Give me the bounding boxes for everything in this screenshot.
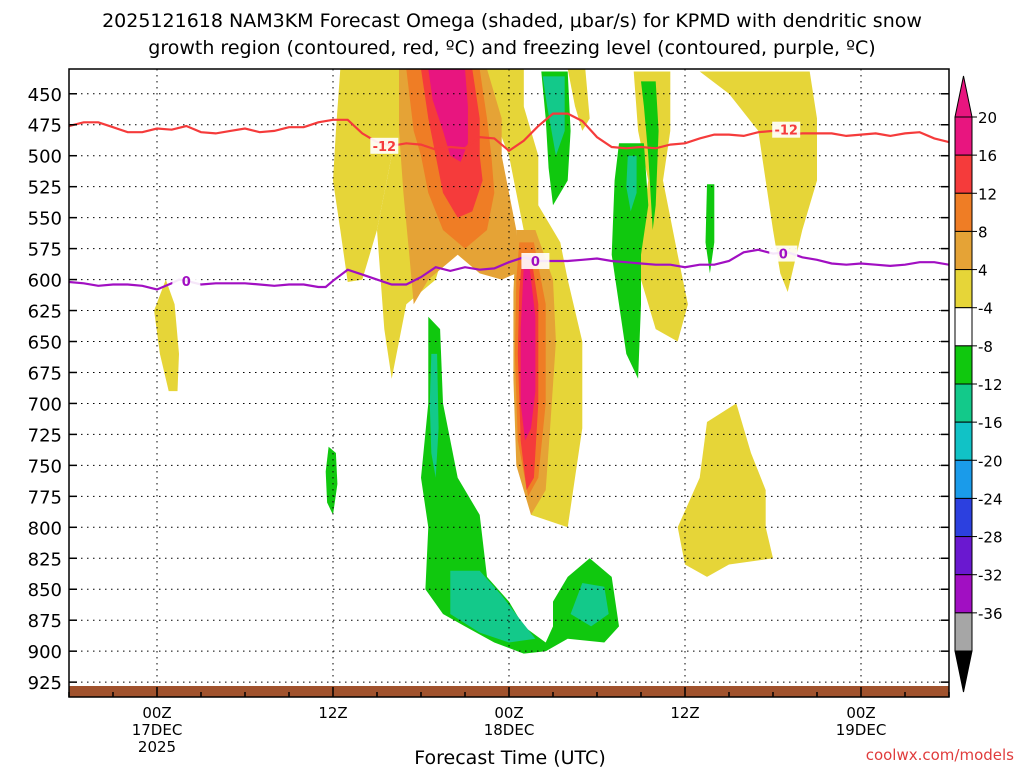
colorbar-label-10: -24 xyxy=(978,490,1003,508)
y-tick-label-900: 900 xyxy=(28,642,62,663)
omega-shading xyxy=(154,69,817,654)
omega-region-2 xyxy=(487,69,524,144)
colorbar-label-13: -36 xyxy=(978,605,1003,623)
contour-label-1-0: 0 xyxy=(182,275,191,290)
omega-region-24 xyxy=(450,570,536,643)
y-tick-label-725: 725 xyxy=(28,425,62,446)
y-tick-label-700: 700 xyxy=(28,394,62,415)
colorbar-label-3: 8 xyxy=(978,223,988,241)
colorbar-band-3 xyxy=(954,230,973,271)
colorbar-label-5: -4 xyxy=(978,300,993,318)
colorbar-label-9: -20 xyxy=(978,452,1003,470)
x-tick-label-4-1: 19DEC xyxy=(836,721,887,739)
colorbar-label-2: 12 xyxy=(978,185,997,203)
omega-region-19 xyxy=(705,184,715,274)
colorbar-band-2 xyxy=(954,192,973,232)
contour-label-bg-1-2 xyxy=(769,245,798,262)
x-tick-label-2-1: 18DEC xyxy=(484,721,535,739)
contour-label-bg-0-1 xyxy=(772,121,801,138)
omega-region-0 xyxy=(333,69,392,282)
colorbar-label-7: -12 xyxy=(978,376,1003,394)
colorbar-band-0 xyxy=(954,116,973,156)
colorbar-band-6 xyxy=(954,345,973,385)
colorbar-band-8 xyxy=(954,421,973,461)
x-tick-label-0-2: 2025 xyxy=(138,738,176,756)
colorbar-band-5 xyxy=(954,307,973,347)
colorbar-label-6: -8 xyxy=(978,338,993,356)
x-tick-label-0-1: 17DEC xyxy=(132,721,183,739)
x-tick-label-1-0: 12Z xyxy=(318,704,347,722)
colorbar-band-1 xyxy=(954,154,973,194)
omega-region-26 xyxy=(626,155,637,212)
x-tick-label-2-0: 00Z xyxy=(494,704,523,722)
omega-region-14 xyxy=(428,69,468,162)
colorbar-band-11 xyxy=(954,536,973,576)
y-tick-label-475: 475 xyxy=(28,116,62,137)
y-tick-label-550: 550 xyxy=(28,209,62,230)
x-tick-label-0-0: 00Z xyxy=(142,704,171,722)
y-tick-label-750: 750 xyxy=(28,456,62,477)
x-axis-label: Forecast Time (UTC) xyxy=(414,747,605,768)
omega-region-22 xyxy=(542,76,565,156)
omega-region-7 xyxy=(677,403,773,577)
y-tick-label-925: 925 xyxy=(28,673,62,694)
omega-region-25 xyxy=(570,583,609,627)
y-tick-label-525: 525 xyxy=(28,178,62,199)
y-tick-label-775: 775 xyxy=(28,487,62,508)
y-tick-label-650: 650 xyxy=(28,333,62,354)
colorbar-band-9 xyxy=(954,459,973,499)
contour-label-1-1: 0 xyxy=(531,255,540,270)
omega-region-18 xyxy=(641,81,659,231)
y-tick-label-850: 850 xyxy=(28,580,62,601)
contour-lines: -12 -12 0 0 0 xyxy=(69,112,949,291)
omega-region-6 xyxy=(154,279,179,392)
y-tick-label-625: 625 xyxy=(28,302,62,323)
y-tick-label-825: 825 xyxy=(28,549,62,570)
y-tick-label-600: 600 xyxy=(28,271,62,292)
x-tick-label-3-0: 12Z xyxy=(670,704,699,722)
omega-region-17 xyxy=(611,143,649,379)
colorbar-band-4 xyxy=(954,269,973,309)
colorbar-band-7 xyxy=(954,383,973,423)
y-tick-label-875: 875 xyxy=(28,611,62,632)
omega-region-23 xyxy=(429,353,439,478)
contour-label-bg-1-1 xyxy=(521,252,550,269)
grid-lines xyxy=(69,69,949,697)
omega-region-20 xyxy=(421,316,619,654)
contour-line-1 xyxy=(69,248,949,291)
chart-title-line-2: growth region (contoured, red, ºC) and f… xyxy=(148,37,875,59)
contour-label-bg-0-0 xyxy=(370,137,399,154)
omega-region-21 xyxy=(325,446,338,515)
colorbar-band-12 xyxy=(954,574,973,614)
omega-region-3 xyxy=(567,69,590,131)
y-tick-label-675: 675 xyxy=(28,363,62,384)
contour-label-1-2: 0 xyxy=(779,248,788,263)
colorbar-label-1: 16 xyxy=(978,147,997,165)
pressure-axis: 450 475 500 525 550 575 600 625 650 675 700 725 750 7… xyxy=(28,85,949,694)
colorbar-label-12: -32 xyxy=(978,567,1003,585)
colorbar-band-10 xyxy=(954,497,973,538)
y-tick-label-575: 575 xyxy=(28,240,62,261)
colorbar-bottom-arrow xyxy=(954,650,973,693)
chart-title-line-1: 2025121618 NAM3KM Forecast Omega (shaded… xyxy=(102,10,922,32)
credit-text: coolwx.com/models xyxy=(866,746,1014,764)
contour-label-0-1: -12 xyxy=(774,124,798,139)
colorbar: 20 16 12 8 4 -4 -8 -12 -16 -20 -24 -28 -32 -36 xyxy=(954,75,1003,693)
y-tick-label-450: 450 xyxy=(28,85,62,106)
y-tick-label-500: 500 xyxy=(28,147,62,168)
colorbar-label-11: -28 xyxy=(978,529,1003,547)
colorbar-label-0: 20 xyxy=(978,109,997,127)
contour-label-bg-1-0 xyxy=(172,272,201,289)
colorbar-band-13 xyxy=(954,612,973,652)
y-tick-label-800: 800 xyxy=(28,518,62,539)
contour-label-0-0: -12 xyxy=(373,140,397,155)
colorbar-label-4: 4 xyxy=(978,262,988,280)
x-tick-label-4-0: 00Z xyxy=(846,704,875,722)
colorbar-label-8: -16 xyxy=(978,414,1003,432)
contour-line-0 xyxy=(69,112,949,153)
